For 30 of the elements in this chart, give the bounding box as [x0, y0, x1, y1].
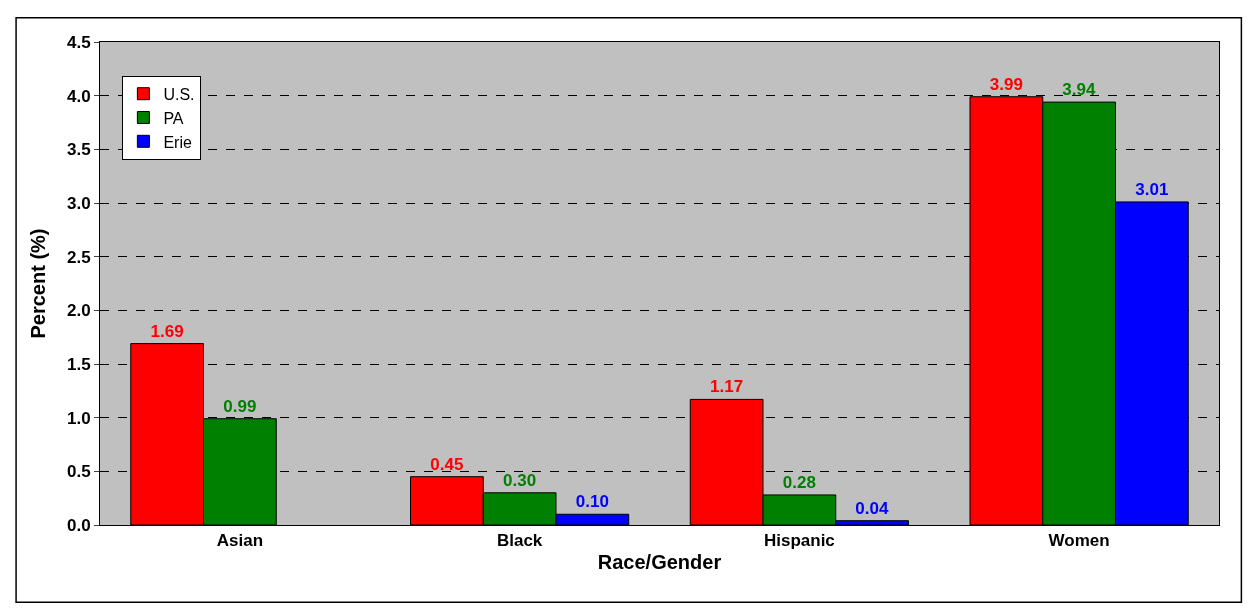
y-axis-title: Percent (%): [27, 228, 50, 339]
y-tick-label: 1.0: [66, 408, 91, 428]
data-label: 0.99: [223, 396, 257, 416]
x-tick-label: Asian: [216, 531, 264, 551]
y-tick-label: 4.5: [66, 32, 91, 52]
legend-label: U.S.: [163, 85, 195, 103]
data-label: 0.10: [575, 492, 609, 512]
legend-label: Erie: [163, 133, 192, 151]
data-label: 1.17: [710, 377, 744, 397]
y-tick-label: 3.0: [66, 193, 91, 213]
y-tick-label: 4.0: [66, 86, 91, 106]
data-label: 0.28: [782, 472, 816, 492]
data-label: 0.04: [855, 498, 889, 518]
x-tick-label: Hispanic: [763, 531, 835, 551]
data-label: 3.94: [1062, 80, 1096, 100]
y-tick-label: 2.5: [66, 247, 91, 267]
legend-label: PA: [163, 109, 184, 127]
y-tick-label: 2.0: [66, 301, 91, 321]
data-label: 0.45: [430, 454, 464, 474]
data-label: 3.99: [989, 74, 1023, 94]
y-tick-label: 3.5: [66, 140, 91, 160]
x-tick-label: Black: [496, 531, 543, 551]
y-tick-label: 0.0: [66, 515, 91, 535]
x-tick-label: Women: [1048, 531, 1110, 551]
y-tick-label: 0.5: [66, 462, 91, 482]
y-tick-label: 1.5: [66, 354, 91, 374]
data-label: 1.69: [150, 321, 184, 341]
data-label: 3.01: [1135, 179, 1169, 199]
x-axis-title: Race/Gender: [597, 550, 722, 573]
data-label: 0.30: [503, 470, 537, 490]
